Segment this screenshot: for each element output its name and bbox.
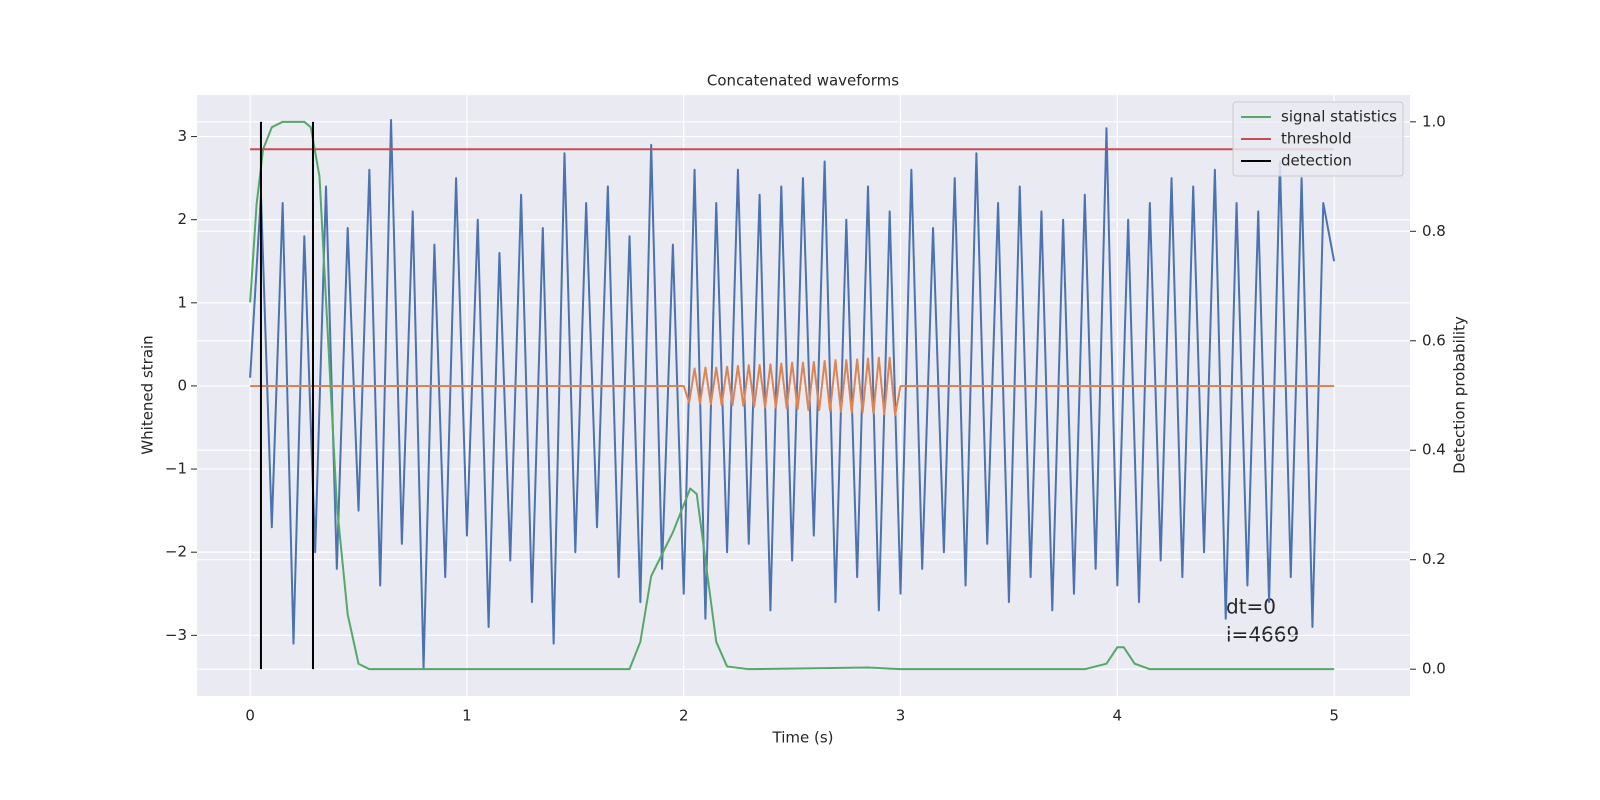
- y-tick-label: 3: [177, 127, 187, 145]
- annotation: dt=0: [1226, 595, 1276, 619]
- legend-label: signal statistics: [1281, 108, 1397, 126]
- y-tick-label: −1: [165, 460, 187, 478]
- y-tick-label: 0: [177, 376, 187, 394]
- y2-tick-label: 1.0: [1422, 112, 1446, 130]
- y2-tick-label: 0.2: [1422, 550, 1446, 568]
- legend-box: [1232, 101, 1404, 177]
- y2-tick-label: 0.6: [1422, 331, 1446, 349]
- legend-label: detection: [1281, 152, 1352, 170]
- annotation: i=4669: [1226, 623, 1299, 647]
- y2-axis-label: Detection probability: [1451, 316, 1469, 474]
- y2-tick-label: 0.0: [1422, 660, 1446, 678]
- chart-title: Concatenated waveforms: [707, 72, 899, 90]
- y-tick-label: 2: [177, 210, 187, 228]
- legend-label: threshold: [1281, 130, 1352, 148]
- x-tick-label: 4: [1113, 707, 1123, 725]
- y-tick-label: −2: [165, 543, 187, 561]
- x-tick-label: 0: [245, 707, 255, 725]
- x-tick-label: 1: [462, 707, 472, 725]
- y-axis-label: Whitened strain: [139, 335, 157, 454]
- x-axis-label: Time (s): [772, 729, 834, 747]
- x-tick-label: 3: [896, 707, 906, 725]
- series-line: [250, 356, 1335, 417]
- y-tick-label: −3: [165, 626, 187, 644]
- series-line: [249, 120, 1335, 671]
- plot-series: [249, 118, 1336, 671]
- x-tick-label: 2: [679, 707, 689, 725]
- x-tick-label: 5: [1329, 707, 1339, 725]
- y2-tick-label: 0.8: [1422, 222, 1446, 240]
- y2-tick-label: 0.4: [1422, 441, 1446, 459]
- y-tick-label: 1: [177, 293, 187, 311]
